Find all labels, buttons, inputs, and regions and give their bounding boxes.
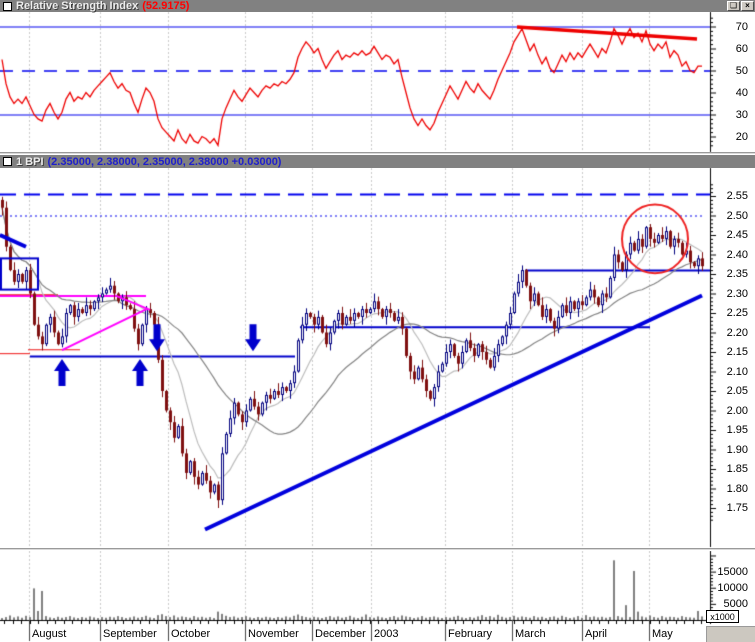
month-label: December	[315, 628, 366, 640]
scrollbar-corner	[706, 626, 755, 642]
volume-tick-label: 10000	[717, 581, 748, 594]
rsi-tick-label: 70	[735, 20, 748, 33]
rsi-panel-titlebar[interactable]: Relative Strength Index (52.9175) ❏ ×	[0, 0, 755, 12]
month-label: August	[32, 628, 67, 640]
price-panel-checkbox[interactable]	[3, 157, 12, 166]
rsi-panel-checkbox[interactable]	[3, 1, 12, 11]
price-tick-label: 1.85	[726, 463, 748, 475]
price-tick-label: 1.95	[726, 424, 748, 436]
month-label: March	[515, 628, 546, 640]
price-tick-label: 1.75	[726, 502, 748, 514]
price-panel-titlebar[interactable]: 1 BPI (2.35000, 2.38000, 2.35000, 2.3800…	[0, 155, 755, 168]
price-panel-title: 1 BPI	[16, 155, 44, 168]
month-label: May	[652, 628, 673, 640]
price-tick-label: 2.55	[726, 190, 748, 202]
close-window-button[interactable]: ×	[741, 1, 754, 11]
price-tick-label: 2.30	[726, 287, 748, 300]
price-tick-label: 2.50	[726, 209, 748, 222]
price-tick-label: 2.25	[726, 307, 748, 319]
volume-tick-label: 15000	[717, 565, 748, 578]
rsi-tick-label: 20	[735, 130, 748, 143]
price-tick-label: 2.40	[726, 248, 748, 261]
month-label: 2003	[374, 628, 399, 640]
price-tick-label: 2.00	[726, 404, 748, 417]
rsi-tick-label: 40	[735, 86, 748, 99]
volume-multiplier-badge: x1000	[706, 610, 739, 623]
price-quote: (2.35000, 2.38000, 2.35000, 2.38000 +0.0…	[47, 155, 282, 168]
volume-tick-label: 5000	[723, 597, 748, 610]
price-tick-label: 2.15	[726, 346, 748, 358]
price-tick-label: 2.20	[726, 326, 748, 339]
rsi-tick-label: 50	[735, 64, 748, 77]
panel-separator	[0, 152, 755, 155]
price-tick-label: 1.80	[726, 482, 748, 495]
month-label: February	[448, 628, 493, 640]
month-label: November	[248, 628, 299, 640]
rsi-panel-title: Relative Strength Index	[16, 0, 139, 12]
month-label: September	[103, 628, 157, 640]
price-tick-label: 2.05	[726, 385, 748, 397]
rsi-tick-label: 60	[735, 42, 748, 55]
panel-separator	[0, 548, 755, 551]
price-tick-label: 2.35	[726, 268, 748, 280]
month-label: October	[171, 628, 211, 640]
price-tick-label: 2.45	[726, 229, 748, 241]
month-label: April	[585, 628, 608, 640]
price-tick-label: 2.10	[726, 365, 748, 378]
rsi-value: (52.9175)	[142, 0, 190, 12]
price-tick-label: 1.90	[726, 443, 748, 456]
restore-window-button[interactable]: ❏	[727, 1, 740, 11]
rsi-tick-label: 30	[735, 108, 748, 121]
